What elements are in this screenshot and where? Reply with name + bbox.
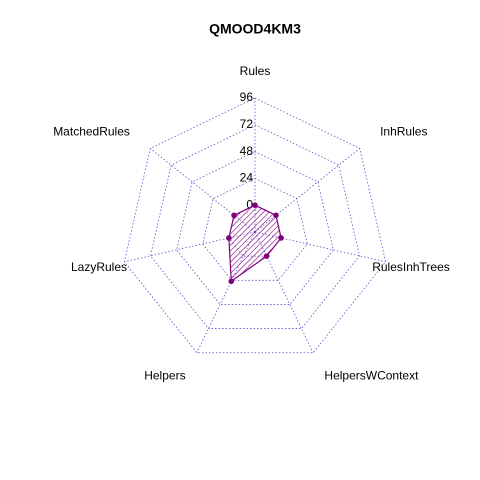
data-point [231,212,237,219]
data-point [252,202,258,208]
data-area [228,204,282,283]
grid-ring [150,124,360,329]
axis-label: Helpers [144,368,185,382]
axis-label: InhRules [380,124,427,138]
r-tick-label: 72 [240,117,254,131]
r-tick-label: 48 [240,144,254,158]
axis-label: HelpersWContext [324,368,419,382]
data-point [228,278,235,285]
grid-ring [123,97,387,354]
grid-ring [176,151,334,305]
data-point [263,253,270,259]
axis-label: MatchedRules [53,124,130,138]
data-point [278,235,284,241]
data-point [273,212,279,219]
axis-label: Rules [240,64,271,78]
r-tick-label: 24 [240,171,254,185]
axis-label: LazyRules [71,260,127,274]
data-point [226,235,232,241]
r-tick-label: 96 [240,90,254,104]
chart-title: QMOOD4KM3 [209,21,301,37]
r-tick-label: 0 [246,197,253,211]
axis-label: RulesInhTrees [372,260,450,274]
